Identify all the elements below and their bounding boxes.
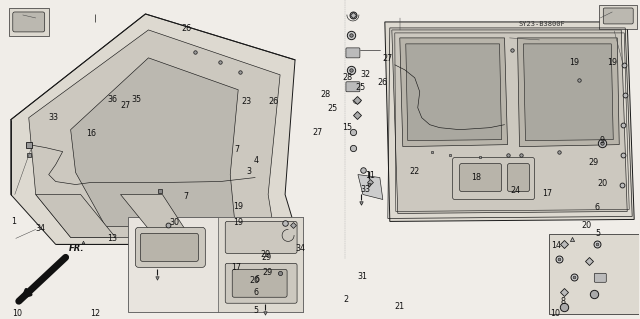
Bar bbox=[9, 8, 49, 36]
Text: 11: 11 bbox=[365, 170, 375, 180]
Text: 32: 32 bbox=[361, 70, 371, 79]
Text: 19: 19 bbox=[569, 57, 579, 67]
Polygon shape bbox=[524, 44, 613, 141]
FancyBboxPatch shape bbox=[140, 234, 198, 261]
Text: 14: 14 bbox=[551, 241, 561, 249]
Text: 17: 17 bbox=[542, 189, 552, 198]
Bar bbox=[129, 218, 303, 312]
Text: 29: 29 bbox=[260, 250, 271, 259]
Text: 27: 27 bbox=[121, 100, 131, 109]
Text: 6: 6 bbox=[253, 288, 259, 297]
Text: 6: 6 bbox=[255, 275, 260, 284]
Text: 15: 15 bbox=[342, 123, 352, 132]
Text: 7: 7 bbox=[184, 192, 189, 201]
FancyBboxPatch shape bbox=[346, 48, 360, 58]
Text: 19: 19 bbox=[233, 202, 243, 211]
Text: 33: 33 bbox=[48, 113, 58, 122]
Text: 25: 25 bbox=[327, 104, 337, 113]
Polygon shape bbox=[358, 174, 383, 199]
Text: 5: 5 bbox=[253, 306, 259, 315]
Polygon shape bbox=[392, 30, 627, 213]
Text: 31: 31 bbox=[358, 272, 368, 281]
Polygon shape bbox=[406, 44, 502, 141]
Text: 24: 24 bbox=[510, 186, 520, 196]
Text: 27: 27 bbox=[312, 128, 323, 137]
Text: 4: 4 bbox=[253, 156, 259, 165]
Text: 2: 2 bbox=[343, 294, 348, 304]
FancyBboxPatch shape bbox=[508, 164, 529, 191]
Text: 36: 36 bbox=[108, 95, 118, 104]
Text: 10: 10 bbox=[12, 309, 22, 318]
Text: 34: 34 bbox=[296, 244, 306, 253]
Text: 9: 9 bbox=[600, 136, 605, 145]
FancyBboxPatch shape bbox=[136, 227, 205, 267]
Text: 3: 3 bbox=[246, 167, 251, 176]
Text: 20: 20 bbox=[250, 276, 260, 285]
Text: 26: 26 bbox=[181, 24, 191, 33]
FancyBboxPatch shape bbox=[346, 82, 360, 92]
Text: 10: 10 bbox=[550, 309, 560, 318]
FancyBboxPatch shape bbox=[225, 221, 297, 253]
Text: 27: 27 bbox=[382, 54, 392, 63]
FancyBboxPatch shape bbox=[13, 12, 45, 32]
Text: 12: 12 bbox=[90, 309, 100, 318]
Bar bbox=[218, 218, 303, 312]
FancyBboxPatch shape bbox=[452, 158, 534, 199]
Text: FR.: FR. bbox=[68, 244, 84, 253]
Text: SY23-B3800F: SY23-B3800F bbox=[519, 21, 566, 27]
Polygon shape bbox=[385, 22, 634, 221]
FancyBboxPatch shape bbox=[232, 269, 287, 297]
Text: 16: 16 bbox=[86, 129, 97, 138]
Polygon shape bbox=[29, 30, 280, 237]
FancyBboxPatch shape bbox=[225, 263, 297, 303]
Text: 26: 26 bbox=[378, 78, 388, 86]
Text: 20: 20 bbox=[597, 179, 607, 189]
Text: 34: 34 bbox=[35, 224, 45, 233]
Text: 29: 29 bbox=[262, 268, 273, 277]
Polygon shape bbox=[11, 14, 300, 244]
Text: 26: 26 bbox=[268, 97, 278, 106]
Text: 22: 22 bbox=[410, 167, 420, 176]
Text: 6: 6 bbox=[595, 203, 600, 212]
Text: 28: 28 bbox=[342, 73, 353, 82]
Text: 19: 19 bbox=[607, 57, 618, 67]
Text: 30: 30 bbox=[170, 218, 179, 226]
Polygon shape bbox=[518, 38, 620, 147]
Text: 23: 23 bbox=[241, 97, 251, 106]
Text: 8: 8 bbox=[560, 297, 565, 306]
Text: 21: 21 bbox=[394, 301, 404, 311]
Text: 20: 20 bbox=[582, 221, 592, 230]
FancyBboxPatch shape bbox=[595, 273, 606, 282]
FancyBboxPatch shape bbox=[460, 164, 502, 191]
Text: 25: 25 bbox=[355, 83, 365, 92]
Polygon shape bbox=[70, 58, 238, 226]
Text: 19: 19 bbox=[233, 218, 243, 227]
Bar bbox=[599, 5, 637, 29]
Text: 5: 5 bbox=[595, 229, 600, 238]
Text: 1: 1 bbox=[11, 217, 16, 226]
Text: 35: 35 bbox=[132, 95, 142, 104]
Text: 18: 18 bbox=[472, 173, 481, 182]
Polygon shape bbox=[400, 38, 508, 147]
FancyBboxPatch shape bbox=[604, 8, 633, 24]
Polygon shape bbox=[36, 195, 116, 237]
Text: 28: 28 bbox=[320, 90, 330, 99]
Text: 29: 29 bbox=[261, 253, 271, 262]
Text: 17: 17 bbox=[230, 263, 241, 272]
Text: 33: 33 bbox=[360, 185, 371, 194]
Text: 13: 13 bbox=[108, 234, 118, 243]
Polygon shape bbox=[120, 195, 190, 237]
Text: 7: 7 bbox=[234, 145, 239, 154]
Bar bbox=[549, 234, 639, 314]
Text: 29: 29 bbox=[588, 158, 598, 167]
